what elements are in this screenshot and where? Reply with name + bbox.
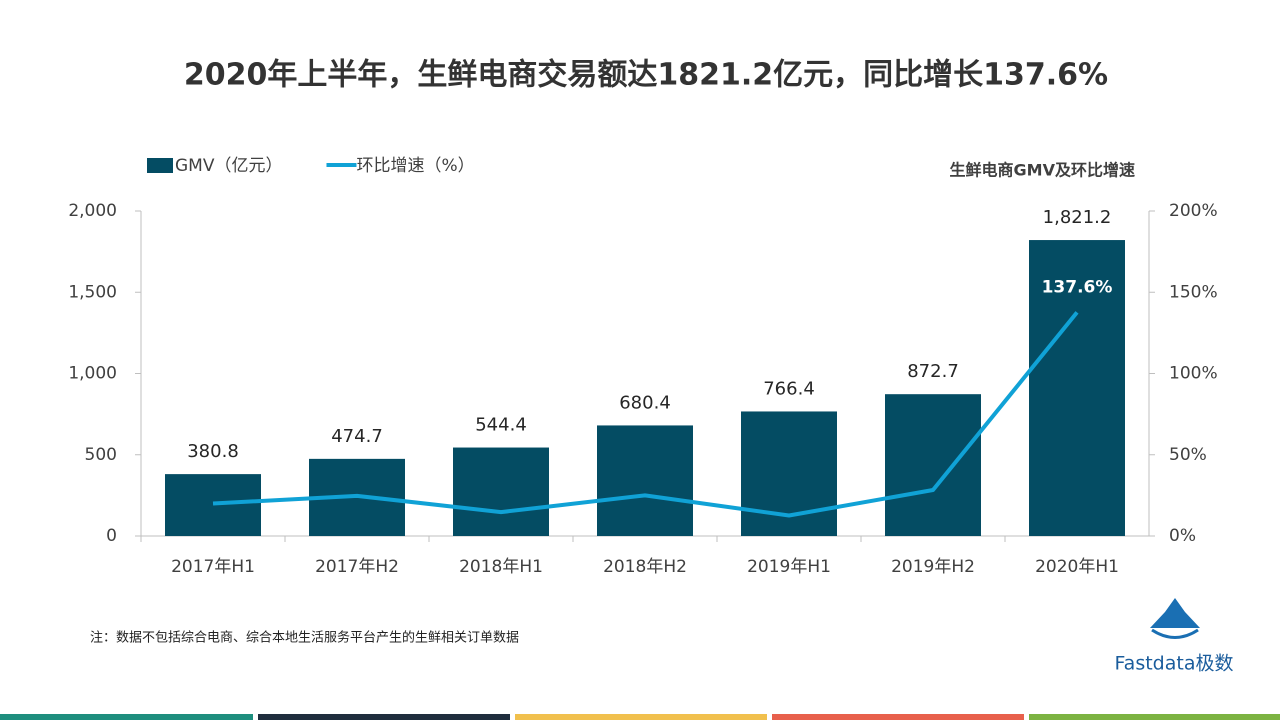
bar-value-label: 766.4 — [763, 378, 815, 399]
strip — [1029, 714, 1280, 720]
x-tick-label: 2017年H2 — [315, 557, 399, 577]
x-tick-label: 2018年H1 — [459, 557, 543, 577]
bar — [597, 425, 693, 536]
bar-value-label: 872.7 — [907, 361, 959, 382]
y2-tick-label: 200% — [1169, 201, 1218, 221]
legend-swatch — [147, 158, 173, 173]
line-value-label: 137.6% — [1042, 277, 1113, 297]
strip — [258, 714, 510, 720]
y-tick-label: 2,000 — [68, 201, 117, 221]
x-tick-label: 2019年H2 — [891, 557, 975, 577]
y-tick-label: 1,500 — [68, 282, 117, 302]
bar-value-label: 380.8 — [187, 441, 239, 462]
bar — [165, 474, 261, 536]
logo-text: Fastdata极数 — [1115, 653, 1234, 675]
logo: Fastdata极数 — [1115, 598, 1234, 675]
y2-tick-label: 50% — [1169, 445, 1207, 465]
bar-value-label: 1,821.2 — [1043, 207, 1112, 228]
strip — [772, 714, 1024, 720]
legend-label: GMV（亿元） — [175, 156, 282, 176]
x-tick-label: 2018年H2 — [603, 557, 687, 577]
bar — [885, 394, 981, 536]
bar — [1029, 240, 1125, 536]
y-tick-label: 500 — [85, 445, 117, 465]
strip — [0, 714, 253, 720]
bar — [453, 447, 549, 536]
bar-value-label: 680.4 — [619, 392, 671, 413]
x-tick-label: 2017年H1 — [171, 557, 255, 577]
legend-label: 环比增速（%） — [356, 156, 474, 176]
y-tick-label: 1,000 — [68, 364, 117, 384]
bar-value-label: 474.7 — [331, 426, 383, 447]
y-tick-label: 0 — [106, 526, 117, 546]
footnote: 注：数据不包括综合电商、综合本地生活服务平台产生的生鲜相关订单数据 — [90, 630, 519, 646]
bar-value-label: 544.4 — [475, 415, 527, 436]
x-tick-label: 2019年H1 — [747, 557, 831, 577]
y2-tick-label: 0% — [1169, 526, 1196, 546]
page-title: 2020年上半年，生鲜电商交易额达1821.2亿元，同比增长137.6% — [184, 58, 1108, 93]
chart-subtitle: 生鲜电商GMV及环比增速 — [950, 161, 1135, 180]
y2-tick-label: 150% — [1169, 282, 1218, 302]
strip — [515, 714, 767, 720]
x-tick-label: 2020年H1 — [1035, 557, 1119, 577]
y2-tick-label: 100% — [1169, 364, 1218, 384]
line — [212, 311, 1079, 518]
